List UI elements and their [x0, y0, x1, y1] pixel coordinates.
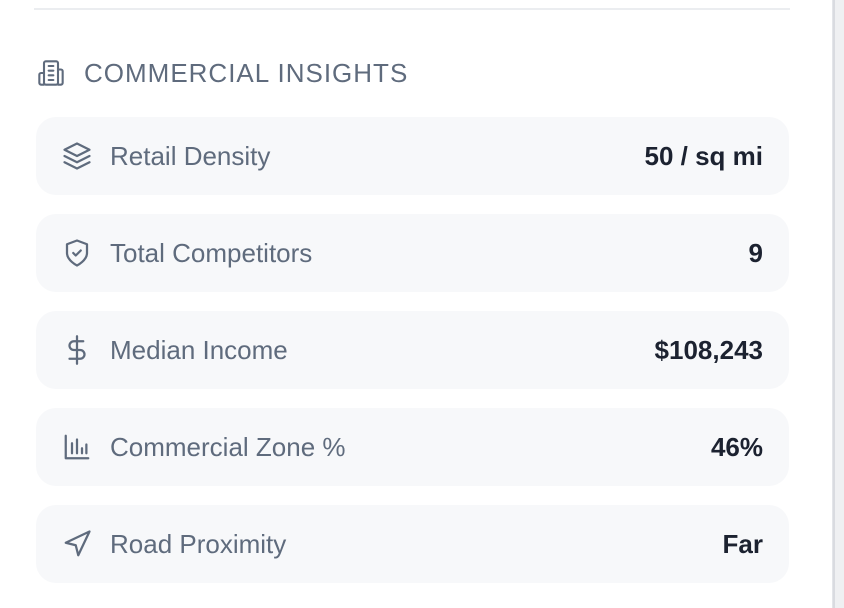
metric-value: $108,243	[654, 334, 763, 365]
layers-icon	[62, 141, 92, 171]
metric-row-median-income: Median Income $108,243	[36, 311, 789, 389]
metric-row-retail-density: Retail Density 50 / sq mi	[36, 117, 789, 195]
metric-value: 9	[748, 237, 763, 268]
section-divider	[34, 8, 790, 10]
metric-row-commercial-zone: Commercial Zone % 46%	[36, 408, 789, 486]
metric-value: 46%	[710, 431, 763, 462]
building-icon	[36, 58, 66, 88]
dollar-icon	[62, 335, 92, 365]
shield-check-icon	[62, 238, 92, 268]
metric-row-road-proximity: Road Proximity Far	[36, 505, 789, 583]
metric-label: Total Competitors	[110, 237, 313, 268]
metric-label: Retail Density	[110, 140, 271, 171]
bar-chart-icon	[62, 432, 92, 462]
section-title: COMMERCIAL INSIGHTS	[84, 57, 409, 88]
metric-label: Median Income	[110, 334, 288, 365]
metric-value: Far	[722, 528, 763, 559]
navigation-icon	[62, 529, 92, 559]
metric-label: Commercial Zone %	[110, 431, 346, 462]
metric-row-total-competitors: Total Competitors 9	[36, 214, 789, 292]
scrollbar-track[interactable]	[833, 0, 844, 608]
metric-value: 50 / sq mi	[644, 140, 764, 171]
metric-label: Road Proximity	[110, 528, 287, 559]
metrics-list: Retail Density 50 / sq mi Total Competit…	[36, 117, 789, 602]
section-header: COMMERCIAL INSIGHTS	[36, 55, 408, 91]
